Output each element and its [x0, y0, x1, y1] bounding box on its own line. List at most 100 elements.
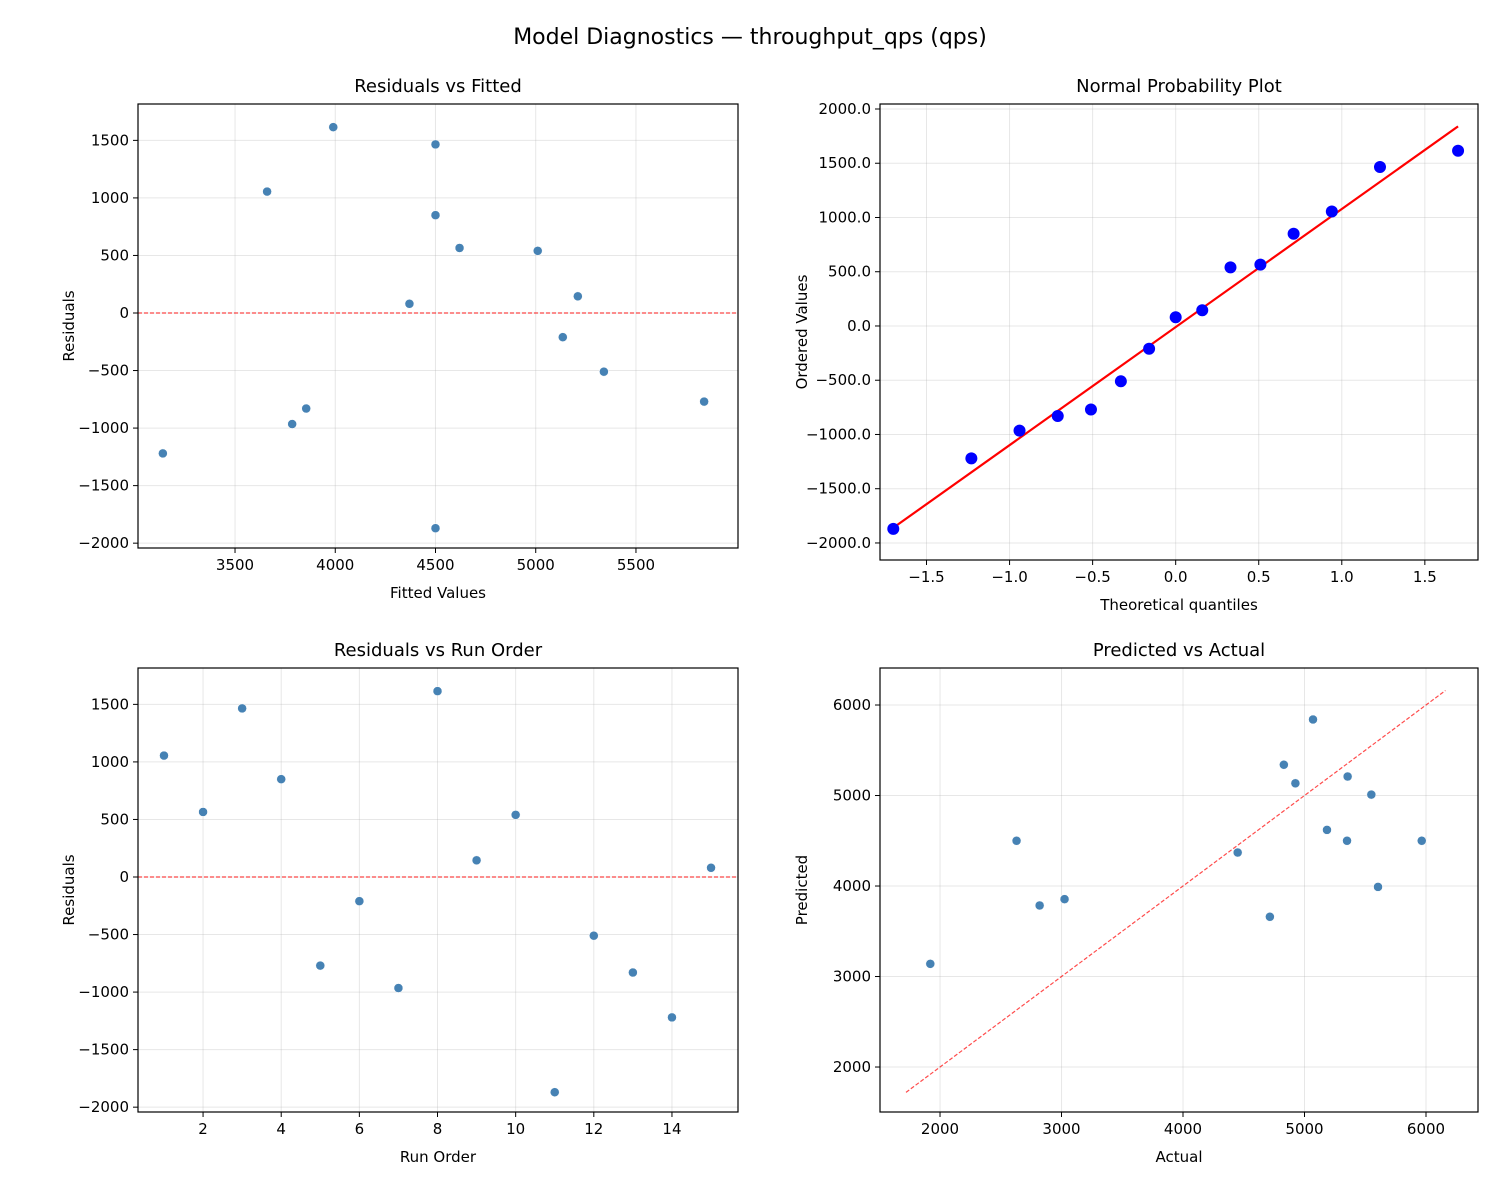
axes-frame [137, 667, 739, 1113]
y-tick-label: −1500 [78, 477, 129, 495]
data-point [887, 522, 900, 535]
data-point [237, 703, 247, 714]
data-point [276, 774, 286, 784]
x-tick-label: 0.0 [1164, 568, 1188, 586]
data-point [558, 332, 568, 342]
data-point [1366, 789, 1377, 800]
y-tick-label: 500.0 [828, 263, 871, 281]
y-tick-label: 1500 [91, 131, 129, 149]
data-point [404, 299, 415, 309]
data-point [532, 246, 543, 256]
subplot-title: Residuals vs Fitted [354, 76, 522, 97]
data-point [1169, 311, 1182, 324]
axes-frame [137, 103, 739, 549]
y-tick-label: 6000 [833, 696, 871, 714]
x-tick-label: 3000 [1042, 1120, 1080, 1138]
y-tick-label: −2000 [78, 534, 129, 552]
data-point [1254, 258, 1267, 271]
data-point [510, 810, 521, 820]
x-tick-label: 12 [584, 1120, 603, 1138]
y-tick-label: 500 [100, 810, 129, 828]
x-tick-label: −1.0 [991, 568, 1027, 586]
data-point [699, 396, 709, 407]
data-point [1322, 825, 1332, 835]
data-point [159, 750, 169, 761]
fit-line [892, 125, 1459, 529]
data-point [1011, 836, 1022, 846]
y-tick-label: 5000 [833, 787, 871, 805]
y-tick-label: 2000 [833, 1058, 871, 1076]
data-point [432, 686, 443, 696]
data-point [1232, 847, 1243, 858]
y-tick-label: −2000 [78, 1098, 129, 1116]
data-point [1196, 304, 1209, 317]
x-tick-label: 3500 [216, 556, 254, 574]
data-point [549, 1087, 560, 1097]
x-tick-label: 1.5 [1413, 568, 1437, 586]
data-point [287, 419, 297, 429]
y-tick-label: 1500.0 [819, 154, 872, 172]
y-tick-label: 1500 [91, 695, 129, 713]
y-axis-label: Predicted [793, 855, 811, 925]
data-point [1059, 894, 1070, 904]
y-tick-label: 0 [119, 304, 129, 322]
y-tick-label: 1000 [91, 753, 129, 771]
data-point [628, 967, 638, 978]
data-point [667, 1012, 677, 1023]
x-tick-label: 0.5 [1247, 568, 1271, 586]
y-tick-label: −500.0 [815, 371, 871, 389]
x-tick-label: 4000 [316, 556, 354, 574]
data-point [1342, 771, 1353, 782]
data-point [1373, 882, 1383, 892]
x-tick-label: 2 [198, 1120, 208, 1138]
axes-frame [879, 667, 1479, 1113]
y-tick-label: 2000.0 [819, 100, 872, 118]
subplot-title: Normal Probability Plot [1076, 76, 1282, 97]
data-point [1265, 912, 1275, 922]
y-tick-label: −1500 [78, 1041, 129, 1059]
y-tick-label: −500 [88, 926, 129, 944]
x-axis-label: Fitted Values [390, 584, 486, 602]
x-tick-label: 4500 [416, 556, 454, 574]
data-point [1373, 161, 1386, 174]
data-point [1051, 410, 1064, 423]
data-point [573, 291, 583, 302]
data-point [354, 896, 365, 906]
x-tick-label: 8 [433, 1120, 443, 1138]
data-point [1308, 714, 1318, 725]
x-tick-label: 4000 [1164, 1120, 1202, 1138]
identity-line [905, 690, 1446, 1093]
data-point [1416, 836, 1427, 846]
y-tick-label: 0.0 [847, 317, 871, 335]
y-tick-label: −1000.0 [806, 425, 871, 443]
x-tick-label: 6 [355, 1120, 365, 1138]
subplot-4: 2000 3000 4000 5000 6000 2000 3000 4000 5000 6000… [793, 640, 1479, 1166]
y-tick-label: 1000.0 [819, 208, 872, 226]
figure-title: Model Diagnostics — throughput_qps (qps) [513, 25, 987, 50]
x-tick-label: 6000 [1407, 1120, 1445, 1138]
y-axis-label: Ordered Values [793, 274, 811, 389]
data-point [1013, 424, 1026, 437]
x-axis-label: Theoretical quantiles [1099, 596, 1258, 614]
subplot-title: Residuals vs Run Order [334, 640, 543, 661]
data-point [1325, 205, 1338, 218]
data-point [1290, 778, 1301, 789]
data-point [430, 210, 441, 220]
data-point [1114, 375, 1127, 388]
y-axis-label: Residuals [60, 854, 78, 925]
data-point [315, 960, 326, 971]
data-point [706, 863, 716, 873]
data-point [589, 930, 599, 941]
data-point [1342, 836, 1352, 846]
x-tick-label: 5500 [617, 556, 655, 574]
data-point [262, 186, 272, 197]
data-point [198, 807, 208, 817]
y-tick-label: −500 [88, 362, 129, 380]
axes-frame [879, 103, 1479, 561]
data-point [301, 403, 311, 414]
data-point [599, 366, 609, 377]
y-tick-label: 1000 [91, 189, 129, 207]
data-point [328, 122, 339, 132]
data-point [393, 983, 404, 993]
